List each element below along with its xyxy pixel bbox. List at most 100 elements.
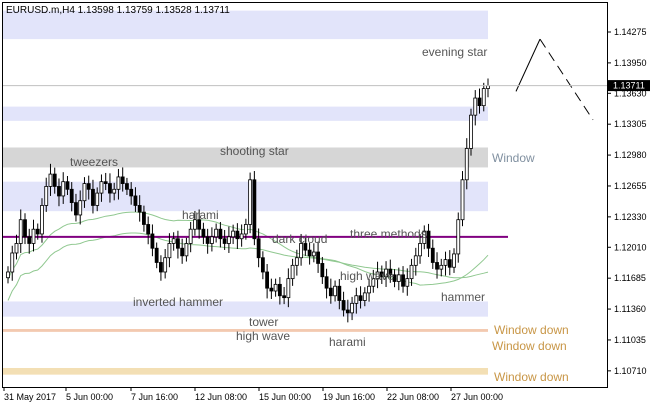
candle-body <box>307 249 312 257</box>
candle-body <box>125 183 129 190</box>
x-tick-label: 27 Jun 00:00 <box>451 392 503 402</box>
candle-body <box>260 257 265 273</box>
zone-4 <box>3 301 488 317</box>
candle-body <box>44 186 49 206</box>
candle-body <box>133 195 138 206</box>
candle-body <box>209 236 214 244</box>
candle-body <box>252 179 257 240</box>
candle-body <box>69 188 74 204</box>
x-tick-label: 5 Jun 00:00 <box>66 392 113 402</box>
candle-body <box>18 219 23 244</box>
x-tick-label: 19 Jun 16:00 <box>323 392 375 402</box>
candle-body <box>78 200 83 216</box>
candle-body <box>91 188 95 206</box>
candle-body <box>82 183 87 202</box>
candle-body <box>286 278 291 299</box>
zone-6 <box>3 367 488 375</box>
candle-body <box>248 179 253 225</box>
label-high-wave-1: high wave <box>340 269 394 283</box>
y-tick-label: 1.11035 <box>614 335 646 345</box>
candle-body <box>299 243 303 259</box>
candle-body <box>392 274 397 282</box>
candle-body <box>265 271 270 289</box>
forecast-arrow-down <box>539 38 594 121</box>
candle-body <box>6 271 10 279</box>
candle-body <box>35 228 40 235</box>
candle-body <box>218 228 223 240</box>
y-tick-label: 1.10710 <box>614 366 647 376</box>
x-tick-label: 15 Jun 00:00 <box>259 392 311 402</box>
candle-body <box>418 243 422 257</box>
candle-body <box>481 88 486 107</box>
pattern-labels: evening star tweezers shooting star Wind… <box>70 45 569 384</box>
y-tick-label: 1.13630 <box>614 88 647 98</box>
candle-body <box>31 228 36 244</box>
candle-body <box>460 179 465 221</box>
candle-body <box>426 230 431 249</box>
candle-body <box>316 251 320 264</box>
candle-body <box>214 228 219 238</box>
candle-body <box>311 251 316 257</box>
candle-body <box>23 219 27 238</box>
y-tick-label: 1.12980 <box>614 150 647 160</box>
candle-body <box>48 173 53 187</box>
candle-body <box>14 243 19 254</box>
label-harami-2: harami <box>329 335 366 349</box>
candle-body <box>290 264 295 280</box>
plot-frame <box>2 2 608 388</box>
zone-0 <box>3 10 488 40</box>
candle-body <box>10 252 15 273</box>
candle-body <box>167 243 172 259</box>
candle-body <box>371 278 376 287</box>
candle-body <box>328 287 333 297</box>
candle-body <box>358 295 363 301</box>
candle-body <box>116 176 121 190</box>
candle-body <box>303 243 308 251</box>
candle-body <box>439 264 444 270</box>
candle-body <box>341 300 346 311</box>
candle-body <box>231 230 236 238</box>
time-axis: 31 May 2017 5 Jun 00:00 7 Jun 16:00 12 Jun … <box>3 387 503 402</box>
label-three-methods: three methods <box>350 227 427 241</box>
candle-body <box>142 211 146 225</box>
candle-body <box>273 283 278 292</box>
label-tweezers: tweezers <box>70 155 118 169</box>
x-tick-label: 7 Jun 16:00 <box>131 392 178 402</box>
candle-body <box>95 192 100 206</box>
candle-body <box>226 236 231 244</box>
y-tick-label: 1.12655 <box>614 181 647 191</box>
candle-body <box>350 302 354 314</box>
candle-body <box>27 236 32 244</box>
candles-layer <box>6 78 490 323</box>
candle-body <box>294 257 299 266</box>
price-axis: 1.14275 1.13950 1.13630 1.13305 1.12980 1.126… <box>607 27 647 376</box>
candle-body <box>99 181 104 194</box>
label-harami-1: harami <box>182 208 219 222</box>
symbol-title: EURUSD.m,H4 1.13598 1.13759 1.13528 1.13… <box>6 5 230 16</box>
candle-body <box>447 259 452 268</box>
label-window-down-2: Window down <box>492 339 567 353</box>
candle-body <box>333 285 337 297</box>
label-high-wave-2: high wave <box>236 329 290 343</box>
ma-line-2 <box>7 232 489 301</box>
candle-body <box>282 295 287 299</box>
current-price-label: 1.13711 <box>613 81 645 91</box>
candle-body <box>401 274 405 287</box>
candle-body <box>452 253 456 268</box>
y-tick-label: 1.13950 <box>614 58 647 68</box>
candle-body <box>345 309 350 314</box>
candle-body <box>239 233 244 240</box>
candle-body <box>74 202 78 216</box>
candle-body <box>324 276 329 289</box>
candle-body <box>154 247 159 263</box>
candle-body <box>40 205 44 235</box>
candle-body <box>61 181 66 197</box>
label-window: Window <box>492 151 535 165</box>
candle-body <box>422 230 427 244</box>
label-inverted-hammer: inverted hammer <box>133 295 223 309</box>
candle-body <box>171 238 176 244</box>
candle-body <box>129 188 134 197</box>
zones-layer <box>3 10 488 375</box>
candle-body <box>180 247 185 257</box>
